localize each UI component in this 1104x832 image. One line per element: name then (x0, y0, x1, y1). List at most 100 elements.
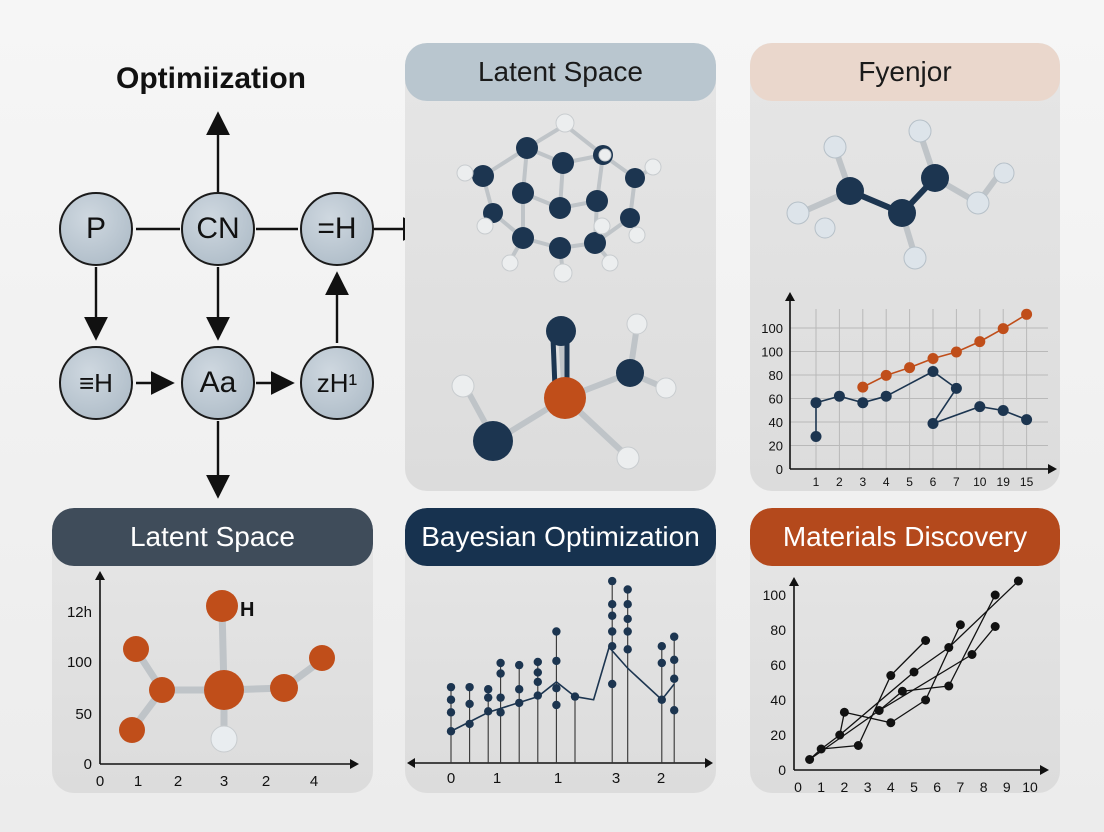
trend-segment (890, 640, 927, 676)
stem-point (465, 699, 474, 709)
node-zh: zH¹ (300, 346, 374, 420)
stem-point (533, 691, 542, 700)
stem-point (623, 627, 632, 636)
y-tick-label: 100 (761, 345, 783, 360)
y-tick-label: 60 (770, 657, 786, 673)
panel-fyenjor: Fyenjor 0 2 (750, 43, 1060, 491)
data-point (997, 323, 1009, 335)
x-tick-label: 2 (836, 475, 843, 489)
y-tick-label: 50 (75, 706, 92, 723)
latent-chart-y-arrowhead (95, 571, 105, 580)
y-tick-label: 80 (770, 622, 786, 638)
trend-segment (821, 744, 859, 750)
stem-point (496, 708, 505, 717)
panel-bayesian-optimization: Bayesian Optimization 0 1 1 3 2 (405, 508, 716, 793)
data-point (955, 620, 965, 630)
data-point (921, 695, 931, 705)
stem-point (496, 693, 505, 702)
stem-point (552, 656, 561, 666)
x-tick-label: 4 (887, 779, 895, 793)
x-arrowhead-right (705, 758, 713, 768)
x-tick-label: 1 (554, 770, 562, 787)
x-tick-label: 5 (910, 779, 918, 793)
bayesian-stem-chart: 0 1 1 3 2 (407, 576, 713, 787)
materials-chart-y-arrowhead (789, 577, 799, 586)
data-point (880, 369, 892, 381)
series-line (815, 370, 1027, 437)
x-tick-label: 0 (96, 773, 104, 790)
y-tick-label: 100 (67, 654, 92, 671)
stem-point (446, 695, 456, 704)
stem-point (623, 600, 632, 609)
trend-segment (878, 690, 903, 712)
panel-title: Latent Space (477, 56, 644, 87)
stem-point (623, 645, 632, 654)
stem-point (496, 658, 505, 668)
data-point (944, 643, 954, 652)
stem-point (496, 669, 505, 678)
x-tick-label: 4 (310, 773, 318, 790)
y-tick-label: 12h (67, 604, 92, 621)
stem-point (552, 684, 561, 693)
latent-space-molecule-chart: H 0 50 100 12h 0 1 2 3 2 4 (67, 571, 359, 790)
y-tick-label: 40 (770, 692, 786, 708)
trend-segment (844, 711, 891, 724)
panel-title: Materials Discovery (782, 521, 1028, 552)
trend-line (450, 645, 675, 732)
panel-latent-space-chart: Latent Space H 0 50 100 12h 0 1 2 3 2 4 (52, 508, 373, 793)
stem-point (533, 668, 542, 677)
panel-title: Bayesian Optimization (421, 521, 700, 552)
stem-point (623, 585, 632, 594)
panel-title: Latent Space (129, 521, 296, 552)
stem-point (670, 674, 679, 683)
x-tick-label: 15 (1020, 475, 1034, 489)
y-tick-label: 0 (84, 756, 92, 773)
data-point (950, 346, 962, 358)
data-point (974, 401, 986, 413)
x-tick-label: 10 (973, 475, 987, 489)
node-aa: Aa (181, 346, 255, 420)
data-point (880, 390, 892, 402)
fyenjor-molecule-illustration (786, 119, 1015, 270)
data-point (810, 397, 822, 409)
data-point (816, 744, 826, 754)
data-point (974, 336, 986, 348)
data-point (990, 622, 1000, 631)
materials-discovery-scatter: 0 20 40 60 80 100 0 1 2 3 4 5 6 7 8 9 10 (763, 576, 1049, 793)
data-point (857, 397, 869, 409)
data-point (997, 405, 1009, 416)
x-tick-label: 6 (933, 779, 941, 793)
data-point (874, 706, 884, 715)
x-tick-label: 2 (174, 773, 182, 790)
stem-point (446, 708, 456, 717)
fyenjor-chart-x-arrowhead (1048, 464, 1057, 474)
data-point (1021, 308, 1033, 320)
stem-point (623, 614, 632, 624)
stem-point (465, 719, 474, 729)
stem-point (608, 627, 617, 636)
x-tick-label: 2 (841, 779, 849, 793)
stem-point (533, 677, 542, 687)
x-tick-label: 9 (1003, 779, 1011, 793)
data-point (909, 667, 919, 677)
data-point (897, 686, 907, 696)
data-point (967, 650, 977, 659)
y-tick-label: 40 (769, 415, 783, 430)
stem-point (670, 655, 679, 665)
stem-point (657, 658, 666, 668)
trend-segment (839, 671, 915, 736)
trend-segment (948, 580, 1019, 648)
data-point (835, 730, 845, 740)
x-tick-label: 2 (262, 773, 270, 790)
data-point (927, 418, 939, 429)
optimization-title: Optimiization (116, 62, 306, 95)
panel-materials-discovery: Materials Discovery 0 20 40 60 80 100 0 1 2 3 4 5 6 7… (750, 508, 1060, 793)
x-tick-label: 4 (883, 475, 890, 489)
latent-chart-x-arrowhead (350, 759, 359, 769)
y-tick-label: 0 (778, 762, 786, 778)
data-point (857, 381, 869, 393)
data-point (810, 431, 822, 442)
panel-header: Bayesian Optimization (405, 508, 716, 566)
stem-point (657, 642, 666, 651)
